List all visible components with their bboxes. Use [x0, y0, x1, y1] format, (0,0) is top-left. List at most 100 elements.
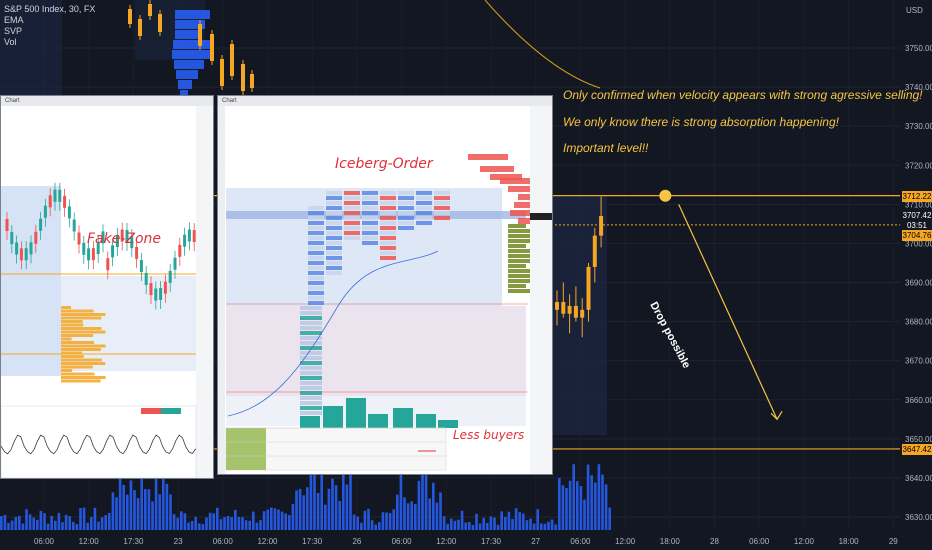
right-footprint-window[interactable]: Chart Iceberg-Order Less buyers	[217, 95, 553, 475]
volume-profile	[172, 10, 212, 99]
left-profile-bar	[61, 306, 71, 309]
right-volume-bar	[323, 406, 343, 428]
x-tick-label: 28	[710, 537, 719, 546]
volume-bar	[68, 516, 71, 530]
volume-bar	[525, 520, 529, 530]
volume-bar	[154, 463, 158, 530]
annotation-note-1: Only confirmed when velocity appears wit…	[563, 88, 923, 102]
volume-bar	[158, 494, 161, 530]
left-window-titlebar[interactable]: Chart	[1, 96, 213, 106]
footprint-cell	[434, 196, 450, 200]
footprint-cell	[326, 241, 342, 245]
iceberg-order-label: Iceberg-Order	[335, 156, 433, 172]
symbol-title[interactable]: S&P 500 Index, 30, FX	[4, 4, 96, 14]
volume-bar	[223, 517, 226, 530]
left-candle-body	[149, 283, 153, 296]
footprint-cell	[300, 376, 322, 380]
countdown-tag: 03:51	[902, 220, 932, 231]
left-profile-bar	[61, 341, 94, 344]
candle-body	[555, 302, 559, 310]
volume-bar	[201, 524, 205, 530]
left-session-shade	[1, 186, 61, 376]
right-volume-bar	[438, 420, 458, 428]
left-profile-bar	[61, 365, 93, 369]
left-candle-body	[82, 242, 86, 255]
footprint-cell	[362, 231, 378, 235]
footprint-cell	[380, 256, 396, 260]
x-tick-label: 29	[889, 537, 898, 546]
volume-bar	[345, 484, 349, 530]
volume-bar	[597, 464, 601, 530]
left-candle-body	[125, 229, 129, 242]
volume-bar	[324, 504, 327, 530]
footprint-cell	[362, 226, 378, 230]
candle-body	[210, 34, 214, 61]
left-footprint-window[interactable]: Chart Fake-Zone	[0, 95, 214, 479]
volume-bar	[403, 497, 406, 530]
volume-bar	[50, 516, 53, 530]
footprint-cell	[326, 221, 342, 225]
volume-bar	[280, 511, 284, 530]
currency-label: USD	[906, 6, 923, 15]
volume-bar	[75, 524, 79, 530]
x-tick-label: 17:30	[481, 537, 502, 546]
left-candle-body	[29, 242, 33, 255]
volume-bar	[237, 516, 241, 530]
volume-bar	[129, 480, 133, 530]
left-candle-body	[187, 229, 191, 242]
profile-bar	[174, 60, 204, 69]
indicator-svp[interactable]: SVP	[4, 26, 23, 36]
footprint-cell	[416, 191, 432, 195]
volume-bar	[464, 522, 467, 530]
profile-bar	[172, 50, 212, 59]
footprint-cell	[416, 196, 432, 200]
left-candle-body	[183, 234, 187, 247]
right-volume-bar	[346, 398, 366, 428]
volume-bar	[313, 471, 316, 530]
volume-bar	[115, 497, 118, 530]
volume-bar	[540, 523, 543, 530]
volume-bar	[568, 480, 572, 530]
footprint-cell	[434, 211, 450, 215]
volume-bar	[7, 522, 10, 530]
volume-bar	[302, 495, 305, 530]
volume-bars	[0, 460, 611, 530]
volume-bar	[162, 465, 165, 530]
footprint-cell	[380, 251, 396, 255]
volume-bar	[435, 502, 439, 530]
indicator-vol[interactable]: Vol	[4, 37, 17, 47]
volume-bar	[100, 517, 104, 530]
candle-body	[573, 305, 578, 318]
volume-bar	[374, 524, 377, 530]
volume-bar	[14, 517, 17, 530]
right-window-titlebar[interactable]: Chart	[218, 96, 552, 106]
volume-bar	[331, 478, 334, 530]
volume-bar	[43, 513, 46, 530]
right-volume-bar	[300, 416, 320, 428]
volume-bar	[97, 521, 100, 530]
volume-bar	[554, 524, 557, 530]
volume-bar	[147, 489, 151, 530]
profile-bar	[178, 80, 192, 89]
price-axis: 3750.00 3740.00 3730.00 3720.00 3710.00 3700.…	[905, 44, 932, 522]
volume-bar	[493, 517, 496, 530]
right-volume-bar	[368, 414, 388, 428]
volume-bar	[471, 524, 475, 530]
volume-bar	[226, 516, 230, 530]
volume-bar	[601, 474, 604, 530]
left-candle-body	[192, 230, 196, 243]
footprint-cell	[344, 226, 360, 230]
delta-bar-sell	[468, 154, 508, 160]
left-candle-body	[120, 229, 124, 242]
volume-bar	[486, 523, 489, 530]
left-candle-body	[24, 248, 28, 261]
volume-bar	[482, 517, 485, 530]
footprint-cell	[416, 221, 432, 225]
left-candle-body	[178, 244, 182, 257]
volume-bar	[36, 519, 39, 530]
candle-body	[198, 24, 202, 46]
x-tick-label: 12:00	[79, 537, 100, 546]
indicator-ema[interactable]: EMA	[4, 15, 24, 25]
volume-bar	[212, 513, 215, 530]
footprint-cell	[300, 391, 322, 395]
